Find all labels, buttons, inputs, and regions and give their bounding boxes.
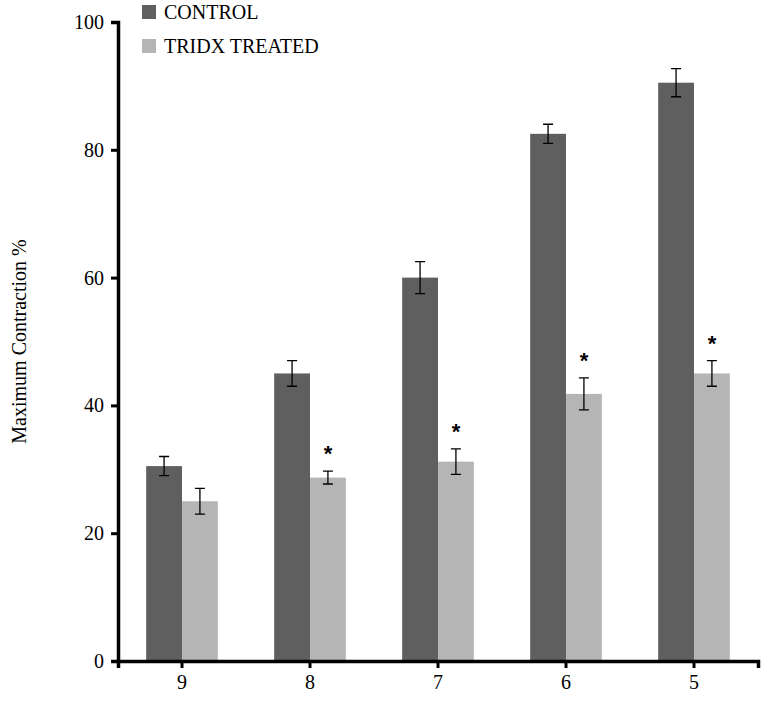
tick: 60 xyxy=(84,267,118,289)
y-axis-line xyxy=(111,23,119,662)
tick-mark xyxy=(309,661,312,668)
tick-label: 80 xyxy=(84,139,104,161)
bar xyxy=(566,394,602,661)
bar xyxy=(438,462,474,661)
series xyxy=(182,361,730,661)
tick: 5 xyxy=(689,661,699,693)
significance: * xyxy=(580,348,589,373)
bar xyxy=(146,466,182,661)
tick: 8 xyxy=(305,661,315,693)
tick-label: 0 xyxy=(94,650,104,672)
tick: 80 xyxy=(84,139,118,161)
legend-label: CONTROL xyxy=(164,1,258,23)
y-axis: 0 20 40 60 80 100 xyxy=(74,11,119,672)
tick-label: 100 xyxy=(74,11,104,33)
bar xyxy=(658,83,694,661)
legend-swatch xyxy=(142,39,156,53)
error-bar xyxy=(415,262,425,294)
error-bar xyxy=(671,69,681,97)
tick: 20 xyxy=(84,522,118,544)
error-bar xyxy=(159,457,169,476)
error-bar xyxy=(543,124,553,143)
tick-mark xyxy=(437,661,440,668)
bar xyxy=(694,373,730,661)
tick-label: 7 xyxy=(433,671,443,693)
tick-mark xyxy=(111,404,118,407)
tick: 100 xyxy=(74,11,118,33)
tick-mark xyxy=(111,149,118,152)
tick-mark xyxy=(111,532,118,535)
tick: 9 xyxy=(177,661,187,693)
tick-mark xyxy=(565,661,568,668)
bar xyxy=(274,373,310,661)
legend-label: TRIDX TREATED xyxy=(164,35,319,57)
bar xyxy=(182,501,218,661)
tick: 6 xyxy=(561,661,571,693)
bar xyxy=(530,134,566,661)
error-bar xyxy=(287,361,297,387)
bar xyxy=(310,478,346,661)
tick: 0 xyxy=(94,650,118,672)
legend-swatch xyxy=(142,5,156,19)
tick: 40 xyxy=(84,394,118,416)
tick-label: 60 xyxy=(84,267,104,289)
tick-mark xyxy=(693,661,696,668)
legend: CONTROL TRIDX TREATED xyxy=(142,1,319,57)
tick-label: 5 xyxy=(689,671,699,693)
significance: * xyxy=(324,441,333,466)
series xyxy=(146,69,694,661)
tick-mark xyxy=(181,661,184,668)
tick-label: 9 xyxy=(177,671,187,693)
significance: * xyxy=(708,331,717,356)
tick-mark xyxy=(111,21,118,24)
error-bar xyxy=(707,361,717,387)
tick-label: 8 xyxy=(305,671,315,693)
chart: * * * * 0 20 40 60 80 100 9 8 7 6 5 Maximum Contraction… xyxy=(0,0,762,703)
plot: * * * * 0 20 40 60 80 100 9 8 7 6 5 xyxy=(74,11,759,693)
tick: 7 xyxy=(433,661,443,693)
y-axis-title: Maximum Contraction % xyxy=(8,239,30,443)
bar xyxy=(402,278,438,661)
error-bar xyxy=(579,378,589,410)
x-axis-line xyxy=(119,662,759,669)
x-axis: 9 8 7 6 5 xyxy=(119,661,759,693)
tick-label: 6 xyxy=(561,671,571,693)
significance: * xyxy=(452,419,461,444)
error-bar xyxy=(451,449,461,475)
tick-label: 40 xyxy=(84,394,104,416)
error-bar xyxy=(323,471,333,484)
marks xyxy=(146,69,730,661)
tick-label: 20 xyxy=(84,522,104,544)
tick-mark xyxy=(111,277,118,280)
error-bar xyxy=(195,488,205,514)
